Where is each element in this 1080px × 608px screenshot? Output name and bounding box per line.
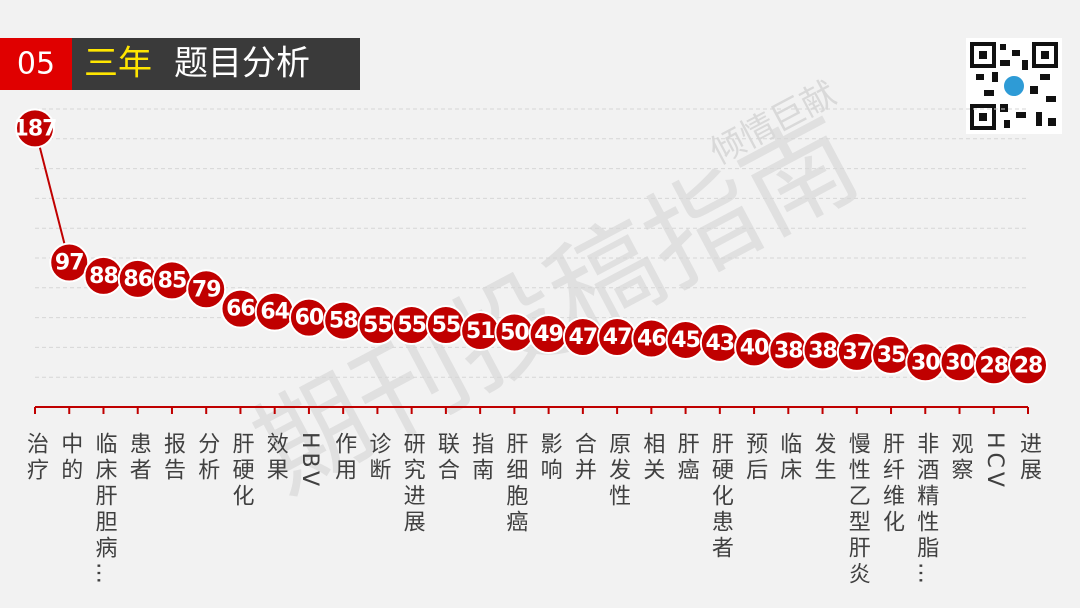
data-label: 49 — [534, 322, 563, 347]
data-label: 43 — [706, 331, 735, 356]
data-label: 97 — [55, 250, 84, 275]
data-label: 66 — [226, 297, 255, 322]
x-tick-label: 影响 — [537, 432, 562, 484]
x-tick-label: 慢性乙型肝炎 — [845, 432, 871, 588]
data-label: 55 — [397, 313, 426, 338]
x-tick-label: 分析 — [194, 432, 220, 484]
x-tick-label: 进展 — [1016, 432, 1042, 484]
point — [186, 269, 227, 310]
section-badge — [0, 38, 72, 90]
data-label: 64 — [260, 300, 289, 325]
data-label: 30 — [911, 350, 940, 375]
data-label: 60 — [295, 306, 324, 331]
x-tick-label: 发生 — [811, 432, 837, 484]
x-tick-label: HBV — [297, 432, 322, 490]
point — [1008, 345, 1048, 386]
data-label: 30 — [945, 350, 974, 375]
qr-code — [966, 38, 1062, 134]
point — [49, 242, 90, 283]
x-tick-label: 作用 — [331, 432, 357, 484]
data-label: 37 — [842, 340, 871, 365]
data-label: 50 — [500, 321, 529, 346]
data-label: 40 — [740, 335, 769, 360]
data-label: 28 — [979, 353, 1008, 378]
data-label: 45 — [671, 328, 700, 353]
x-tick-label: 指南 — [468, 432, 494, 484]
x-tick-label: 相关 — [639, 432, 665, 484]
x-tick-label: 中的 — [57, 432, 82, 484]
x-tick-label: 临床 — [776, 432, 802, 484]
x-tick-label: 原发性 — [605, 432, 631, 510]
x-tick-label: 诊断 — [365, 432, 390, 484]
data-label: 28 — [1014, 353, 1043, 378]
x-tick-label: 肝癌 — [674, 432, 700, 484]
x-tick-label: 合并 — [571, 432, 597, 484]
section-number: 05 — [17, 47, 55, 82]
x-tick-label: 临床肝胆病… — [91, 432, 117, 588]
x-tick-label: 预后 — [742, 432, 768, 484]
data-label: 47 — [603, 325, 632, 350]
data-label: 86 — [123, 267, 152, 292]
x-tick-label: 治疗 — [23, 432, 49, 484]
title: 题目分析 — [174, 44, 310, 84]
data-label: 55 — [432, 313, 461, 338]
title-bar — [72, 38, 360, 90]
data-label: 47 — [569, 325, 598, 350]
data-label: 187 — [14, 116, 57, 141]
x-tick-label: 肝纤维化 — [879, 432, 905, 536]
x-tick-label: 联合 — [434, 432, 460, 484]
x-tick-label: 非酒精性脂… — [913, 432, 939, 588]
x-tick-label: 患者 — [126, 432, 152, 484]
data-label: 46 — [637, 326, 666, 351]
data-label: 38 — [774, 338, 803, 363]
x-tick-label: 肝硬化 — [228, 432, 254, 510]
x-tick-label: 肝硬化患者 — [708, 432, 734, 562]
x-tick-label: 观察 — [948, 432, 974, 484]
data-label: 35 — [877, 343, 906, 368]
x-tick-label: 研究进展 — [400, 432, 426, 536]
data-label: 88 — [89, 264, 118, 289]
x-tick-label: 肝细胞癌 — [502, 432, 528, 536]
x-tick-label: HCV — [982, 432, 1007, 491]
title-highlight: 三年 — [84, 44, 152, 84]
data-label: 51 — [466, 319, 495, 344]
point — [15, 108, 55, 149]
data-label: 38 — [808, 338, 837, 363]
x-tick-label: 效果 — [263, 432, 289, 484]
data-label: 85 — [158, 268, 187, 293]
data-label: 55 — [363, 313, 392, 338]
data-label: 58 — [329, 309, 358, 334]
data-label: 79 — [192, 277, 221, 302]
x-tick-label: 报告 — [160, 432, 186, 484]
